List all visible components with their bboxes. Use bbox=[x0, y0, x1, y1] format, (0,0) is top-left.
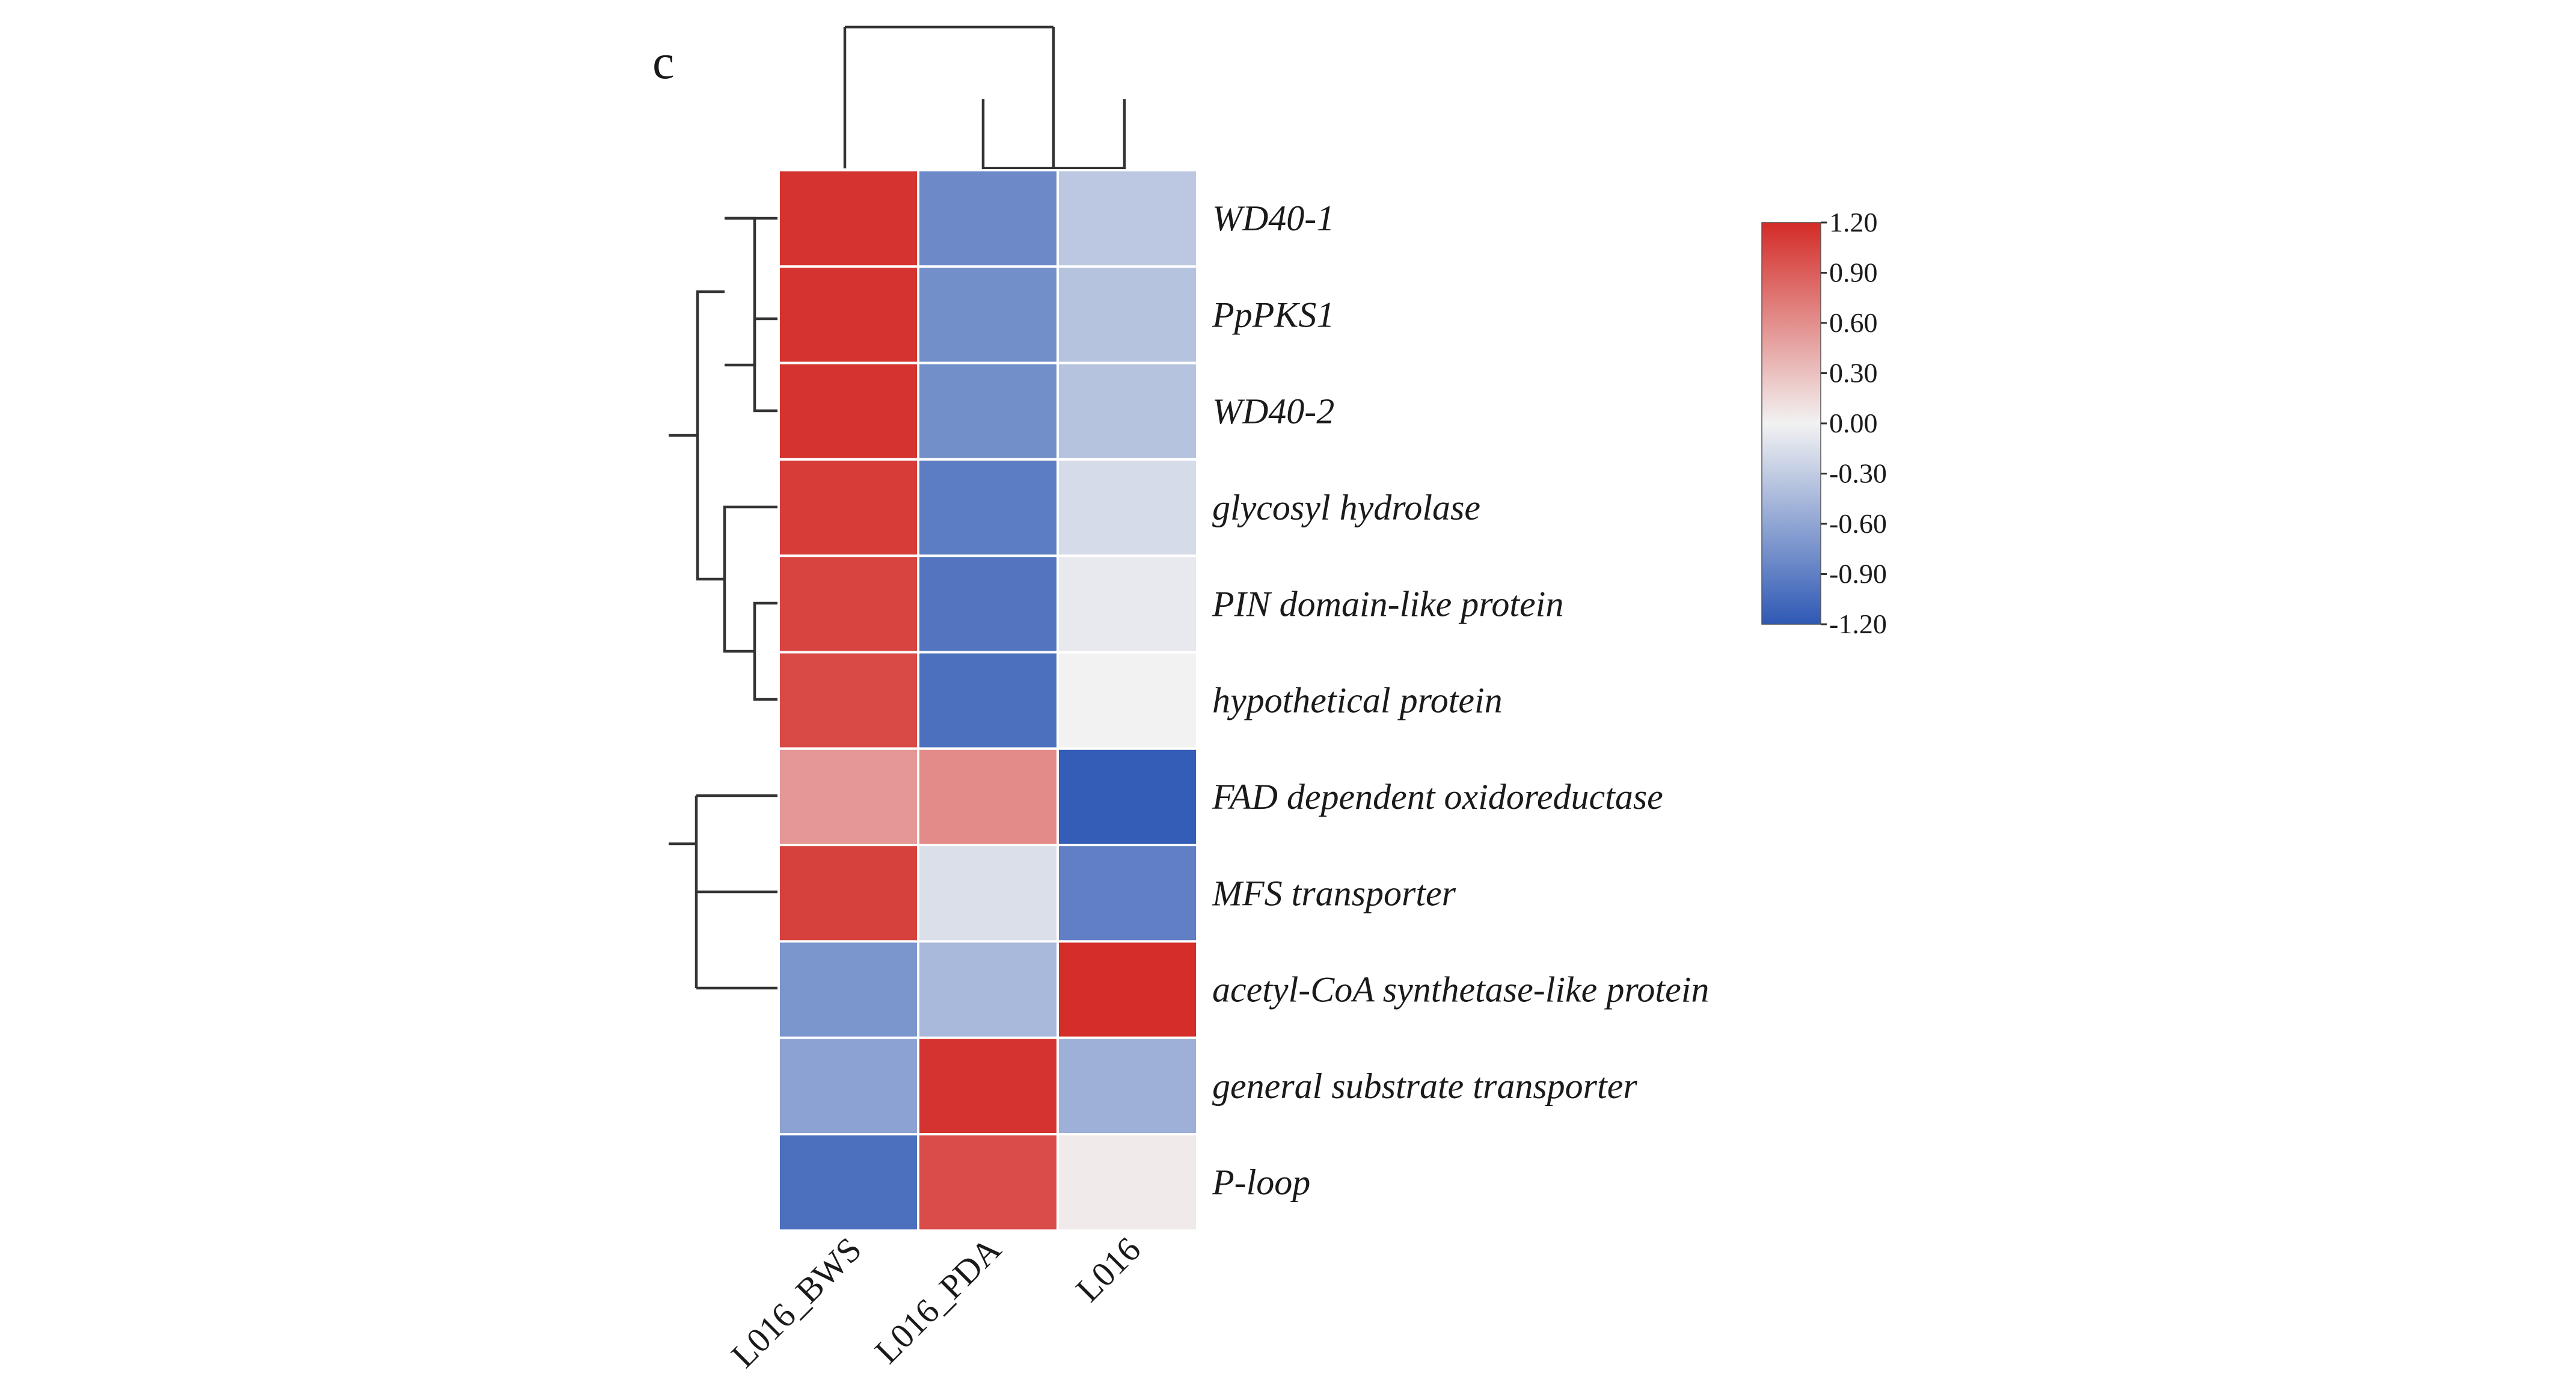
row-label: hypothetical protein bbox=[1212, 681, 1503, 720]
colorbar-tick-label: -0.90 bbox=[1829, 559, 1887, 589]
colorbar-tick-label: -1.20 bbox=[1829, 609, 1887, 639]
row-label: FAD dependent oxidoreductase bbox=[1212, 777, 1663, 817]
panel-label: c bbox=[652, 34, 674, 89]
colorbar-tick-label: 0.90 bbox=[1829, 257, 1878, 288]
color-scale-bar: 1.20 0.90 0.60 0.30 0.00 -0.30 -0.60 -0.90 -1.20 bbox=[1761, 207, 1887, 639]
heatmap-cell bbox=[917, 747, 1059, 847]
row-labels: WD40-1 PpPKS1 WD40-2 glycosyl hydrolase PIN … bbox=[1212, 198, 1709, 1202]
row-label: glycosyl hydrolase bbox=[1212, 488, 1480, 527]
heatmap-cell bbox=[777, 1133, 919, 1232]
colorbar-tick-label: 0.60 bbox=[1829, 307, 1878, 338]
heatmap-cell bbox=[917, 844, 1059, 943]
heatmap-cell bbox=[777, 169, 919, 268]
heatmap-cell bbox=[777, 651, 919, 750]
heatmap-cell bbox=[917, 1036, 1059, 1135]
heatmap-cell bbox=[777, 747, 919, 847]
heatmap-cell bbox=[777, 265, 919, 364]
row-label: P-loop bbox=[1212, 1162, 1310, 1202]
heatmap-cell bbox=[777, 940, 919, 1039]
heatmap-cell bbox=[1056, 169, 1198, 268]
heatmap-cell bbox=[917, 361, 1059, 461]
heatmap-cell bbox=[1056, 1133, 1198, 1232]
row-label: general substrate transporter bbox=[1212, 1066, 1637, 1106]
column-dendrogram bbox=[843, 25, 1126, 170]
row-label: acetyl-CoA synthetase-like protein bbox=[1212, 970, 1709, 1010]
heatmap-cell bbox=[777, 1036, 919, 1135]
heatmap-cell bbox=[1056, 1036, 1198, 1135]
heatmap-cell bbox=[917, 169, 1059, 268]
heatmap-cell bbox=[917, 458, 1059, 557]
heatmap-cell bbox=[1056, 940, 1198, 1039]
column-label: L016 bbox=[1069, 1230, 1148, 1310]
heatmap-cell bbox=[1056, 361, 1198, 461]
column-label: L016_BWS bbox=[723, 1230, 869, 1375]
heatmap-cell bbox=[1056, 844, 1198, 943]
colorbar-tick-label: -0.60 bbox=[1829, 508, 1887, 539]
row-label: WD40-2 bbox=[1212, 392, 1334, 431]
heatmap-cell bbox=[1056, 265, 1198, 364]
row-dendrogram bbox=[669, 216, 779, 990]
heatmap-cell bbox=[777, 458, 919, 557]
column-label: L016_PDA bbox=[867, 1229, 1008, 1371]
colorbar-tick-label: 0.30 bbox=[1829, 358, 1878, 388]
colorbar-tick-label: -0.30 bbox=[1829, 458, 1887, 489]
heatmap-cell bbox=[917, 265, 1059, 364]
color-scale-gradient bbox=[1761, 222, 1821, 625]
row-label: MFS transporter bbox=[1212, 873, 1456, 913]
row-label: WD40-1 bbox=[1212, 198, 1334, 238]
row-label: PIN domain-like protein bbox=[1212, 584, 1563, 624]
row-label: PpPKS1 bbox=[1212, 295, 1334, 334]
colorbar-tick-label: 0.00 bbox=[1829, 408, 1878, 438]
heatmap-cell bbox=[777, 361, 919, 461]
heatmap-cell bbox=[1056, 554, 1198, 654]
heatmap-cell bbox=[1056, 458, 1198, 557]
heatmap-cell bbox=[917, 940, 1059, 1039]
heatmap-cell bbox=[777, 554, 919, 654]
heatmap-cell bbox=[1056, 651, 1198, 750]
heatmap-cell bbox=[777, 844, 919, 943]
heatmap-cell bbox=[917, 651, 1059, 750]
heatmap-cell bbox=[917, 1133, 1059, 1232]
colorbar-tick-label: 1.20 bbox=[1829, 207, 1878, 238]
heatmap-cell bbox=[1056, 747, 1198, 847]
heatmap-cells bbox=[777, 169, 1198, 1232]
heatmap-cell bbox=[917, 554, 1059, 654]
